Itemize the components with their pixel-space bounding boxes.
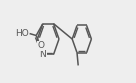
Text: N: N (39, 50, 46, 59)
Text: HO: HO (15, 29, 29, 38)
Text: O: O (38, 41, 44, 50)
